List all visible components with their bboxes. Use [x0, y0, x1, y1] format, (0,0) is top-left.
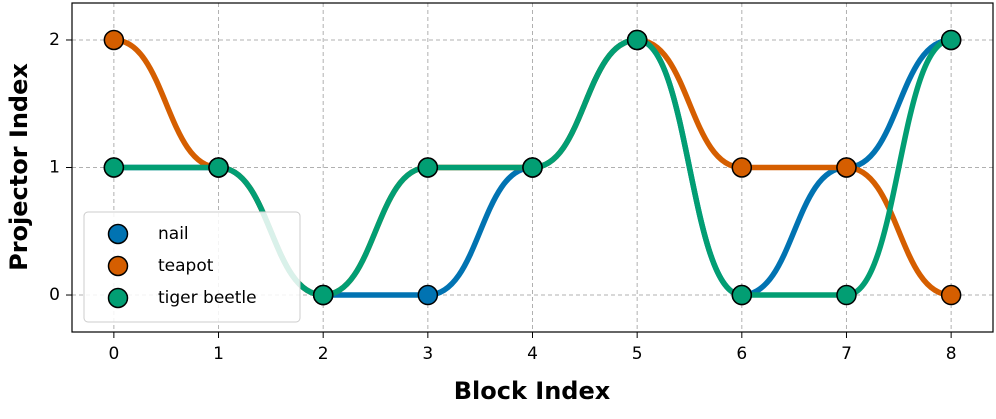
point: [103, 157, 125, 178]
point: [940, 29, 962, 51]
x-tick-label: 4: [527, 344, 538, 364]
legend-marker: [107, 223, 129, 245]
x-tick-label: 6: [736, 344, 747, 364]
legend-label: tiger beetle: [158, 288, 257, 308]
point: [522, 157, 543, 178]
x-tick-label: 8: [946, 344, 957, 364]
point: [208, 157, 229, 178]
x-tick-label: 3: [422, 344, 433, 364]
point: [312, 284, 334, 306]
plot-frame: [71, 2, 994, 333]
x-axis-label: Block Index: [454, 377, 611, 405]
x-tick-label: 2: [318, 344, 329, 364]
point: [940, 284, 962, 306]
legend-marker: [107, 287, 129, 309]
legend-box: [83, 211, 301, 323]
point: [417, 157, 439, 178]
point: [103, 29, 125, 51]
x-tick-label: 0: [108, 344, 119, 364]
legend-label: nail: [158, 224, 189, 244]
y-tick-label: 2: [49, 30, 60, 50]
point: [731, 157, 753, 178]
point: [836, 284, 857, 306]
point: [626, 29, 648, 51]
y-axis-label: Projector Index: [5, 63, 33, 271]
x-tick-label: 1: [213, 344, 224, 364]
point: [731, 284, 753, 306]
point: [836, 157, 857, 178]
y-tick-label: 0: [49, 285, 60, 305]
legend-marker: [107, 255, 129, 277]
point: [417, 284, 439, 306]
y-tick-label: 1: [49, 158, 60, 178]
x-tick-label: 5: [632, 344, 643, 364]
legend-label: teapot: [158, 256, 214, 276]
x-tick-label: 7: [841, 344, 852, 364]
